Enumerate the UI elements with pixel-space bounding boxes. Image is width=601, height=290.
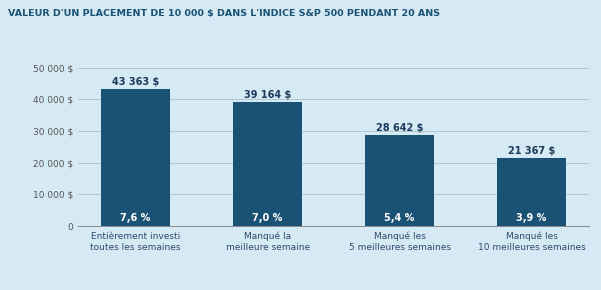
- Text: VALEUR D'UN PLACEMENT DE 10 000 $ DANS L'INDICE S&P 500 PENDANT 20 ANS: VALEUR D'UN PLACEMENT DE 10 000 $ DANS L…: [8, 9, 440, 18]
- Text: 43 363 $: 43 363 $: [112, 77, 159, 87]
- Text: 7,0 %: 7,0 %: [252, 213, 283, 223]
- Text: 39 164 $: 39 164 $: [244, 90, 291, 100]
- Text: 21 367 $: 21 367 $: [508, 146, 555, 157]
- Bar: [497, 158, 566, 226]
- Bar: [233, 102, 302, 226]
- Bar: [365, 135, 434, 226]
- Text: 7,6 %: 7,6 %: [120, 213, 151, 223]
- Text: 28 642 $: 28 642 $: [376, 124, 423, 133]
- Bar: [102, 88, 170, 226]
- Text: 5,4 %: 5,4 %: [384, 213, 415, 223]
- Text: 3,9 %: 3,9 %: [516, 213, 547, 223]
